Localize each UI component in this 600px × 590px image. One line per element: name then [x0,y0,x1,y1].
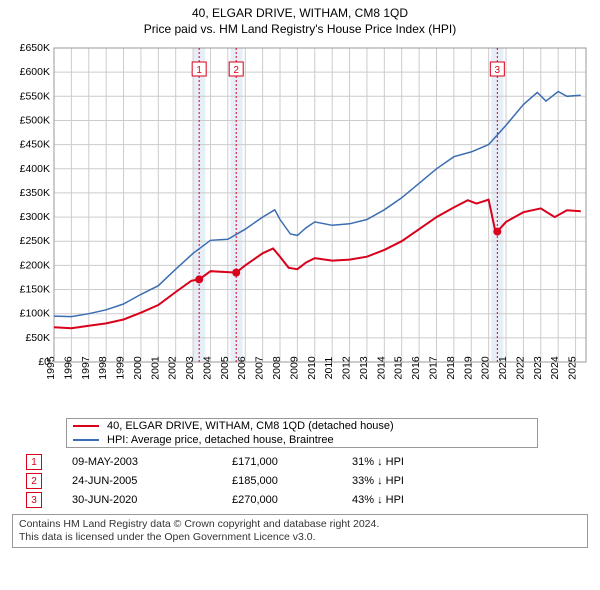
sale-date: 09-MAY-2003 [72,456,232,468]
svg-text:1998: 1998 [97,356,109,380]
svg-text:£350K: £350K [20,187,50,199]
legend-item: 40, ELGAR DRIVE, WITHAM, CM8 1QD (detach… [67,419,537,433]
svg-text:1995: 1995 [45,356,57,380]
svg-text:2017: 2017 [427,356,439,380]
sale-date: 24-JUN-2005 [72,475,232,487]
hpi-diff: 43% ↓ HPI [352,494,472,506]
svg-text:£300K: £300K [20,211,50,223]
svg-text:2006: 2006 [236,356,248,380]
line-chart-svg: £0£50K£100K£150K£200K£250K£300K£350K£400… [6,42,592,412]
legend-swatch-icon [73,425,99,427]
svg-text:2022: 2022 [514,356,526,380]
svg-text:1997: 1997 [80,356,92,380]
svg-text:2005: 2005 [219,356,231,380]
chart-subtitle: Price paid vs. HM Land Registry's House … [6,22,594,36]
attribution-footer: Contains HM Land Registry data © Crown c… [12,514,588,548]
svg-text:2000: 2000 [132,356,144,380]
svg-text:£150K: £150K [20,284,50,296]
svg-text:2009: 2009 [288,356,300,380]
legend: 40, ELGAR DRIVE, WITHAM, CM8 1QD (detach… [66,418,538,448]
svg-text:2: 2 [233,65,239,76]
svg-text:£600K: £600K [20,66,50,78]
marker-badge-icon: 2 [26,473,42,489]
svg-text:£400K: £400K [20,163,50,175]
table-row: 3 30-JUN-2020 £270,000 43% ↓ HPI [26,492,594,508]
legend-item: HPI: Average price, detached house, Brai… [67,433,537,447]
sale-price: £185,000 [232,475,352,487]
svg-text:2011: 2011 [323,357,335,380]
marker-badge-icon: 3 [26,492,42,508]
chart-container: 40, ELGAR DRIVE, WITHAM, CM8 1QD Price p… [0,0,600,556]
svg-text:2018: 2018 [445,356,457,380]
svg-text:2025: 2025 [567,356,579,380]
svg-text:2014: 2014 [375,356,387,380]
sale-price: £270,000 [232,494,352,506]
legend-swatch-icon [73,439,99,441]
svg-text:2001: 2001 [149,356,161,380]
svg-text:2015: 2015 [393,356,405,380]
svg-text:2013: 2013 [358,356,370,380]
svg-text:2003: 2003 [184,356,196,380]
legend-label: HPI: Average price, detached house, Brai… [107,434,334,446]
svg-text:2024: 2024 [549,356,561,380]
svg-text:1996: 1996 [62,356,74,380]
footer-line: Contains HM Land Registry data © Crown c… [19,518,581,531]
svg-text:2019: 2019 [462,356,474,380]
hpi-diff: 33% ↓ HPI [352,475,472,487]
svg-text:1: 1 [196,65,202,76]
footer-line: This data is licensed under the Open Gov… [19,531,581,544]
svg-text:£200K: £200K [20,259,50,271]
sale-events-table: 1 09-MAY-2003 £171,000 31% ↓ HPI 2 24-JU… [26,454,594,508]
svg-text:2020: 2020 [480,356,492,380]
svg-text:2002: 2002 [167,356,179,380]
sale-price: £171,000 [232,456,352,468]
svg-text:2012: 2012 [341,356,353,380]
svg-text:2004: 2004 [201,356,213,380]
legend-label: 40, ELGAR DRIVE, WITHAM, CM8 1QD (detach… [107,420,394,432]
sale-date: 30-JUN-2020 [72,494,232,506]
svg-text:£450K: £450K [20,139,50,151]
table-row: 1 09-MAY-2003 £171,000 31% ↓ HPI [26,454,594,470]
svg-text:£100K: £100K [20,308,50,320]
svg-text:2021: 2021 [497,356,509,380]
svg-text:2008: 2008 [271,356,283,380]
chart-plot-area: £0£50K£100K£150K£200K£250K£300K£350K£400… [6,42,592,412]
marker-badge-icon: 1 [26,454,42,470]
svg-text:2010: 2010 [306,356,318,380]
svg-text:£50K: £50K [25,332,50,344]
svg-text:3: 3 [495,65,501,76]
svg-text:£650K: £650K [20,42,50,54]
svg-text:£550K: £550K [20,90,50,102]
chart-title: 40, ELGAR DRIVE, WITHAM, CM8 1QD [6,6,594,20]
svg-text:2007: 2007 [254,356,266,380]
svg-text:1999: 1999 [115,356,127,380]
svg-text:2016: 2016 [410,356,422,380]
hpi-diff: 31% ↓ HPI [352,456,472,468]
table-row: 2 24-JUN-2005 £185,000 33% ↓ HPI [26,473,594,489]
svg-text:£500K: £500K [20,114,50,126]
svg-text:2023: 2023 [532,356,544,380]
svg-text:£250K: £250K [20,235,50,247]
